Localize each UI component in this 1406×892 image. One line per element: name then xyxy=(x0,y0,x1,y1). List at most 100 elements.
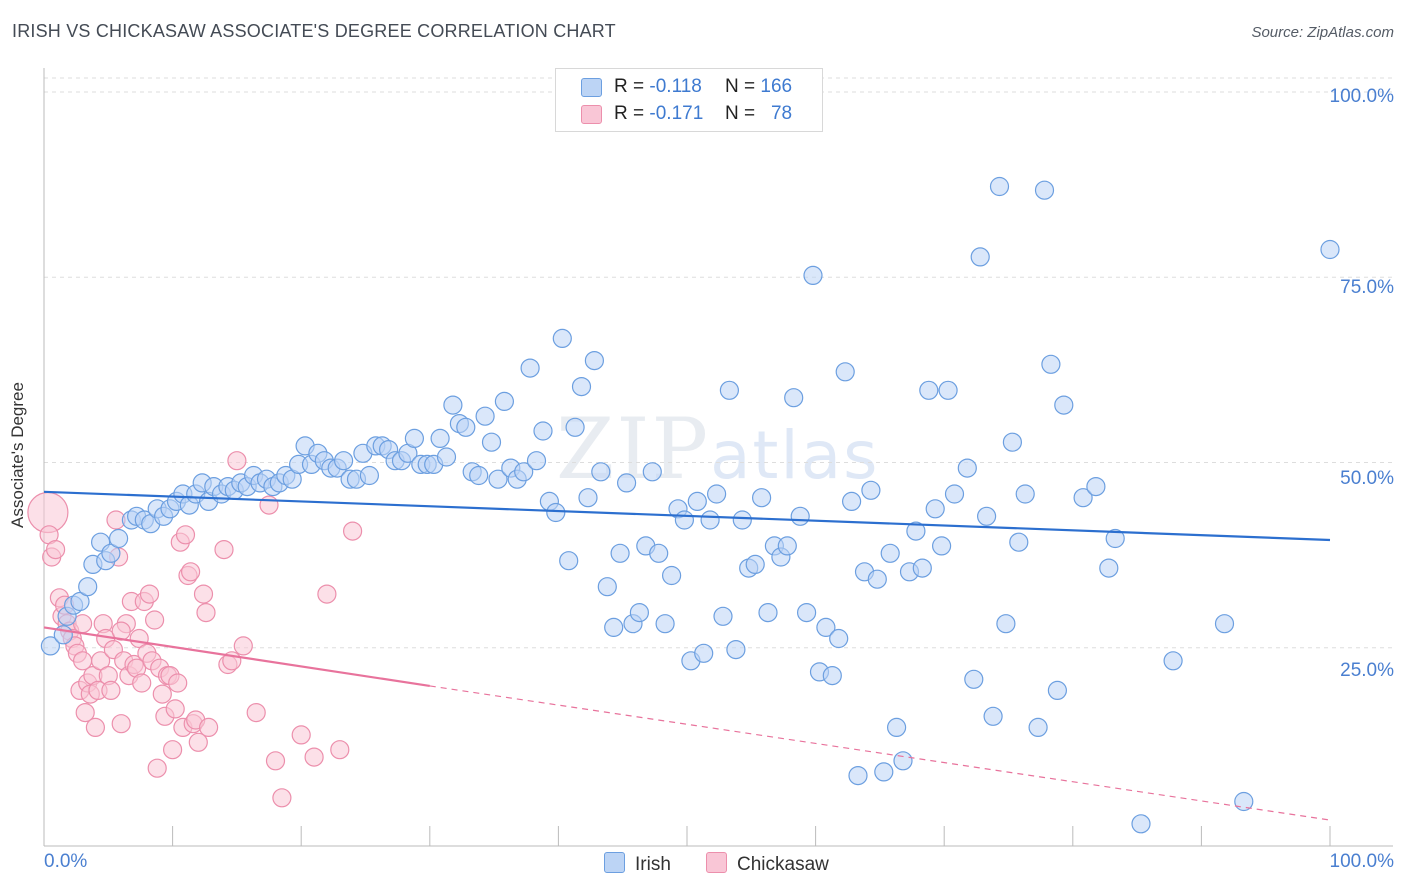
chickasaw-point xyxy=(139,584,160,604)
irish-point xyxy=(964,669,984,689)
irish-point xyxy=(494,391,514,411)
irish-point xyxy=(938,380,958,400)
chickasaw-point xyxy=(90,651,111,671)
irish-point xyxy=(893,751,913,771)
irish-point xyxy=(591,462,611,482)
irish-point xyxy=(578,488,598,508)
chickasaw-point xyxy=(272,788,292,808)
irish-point xyxy=(1131,814,1151,834)
chickasaw-n-label: N = xyxy=(725,103,756,124)
legend-item-chickasaw[interactable]: Chickasaw xyxy=(706,852,829,876)
irish-point xyxy=(835,362,855,382)
chickasaw-point xyxy=(265,751,286,771)
x-tick-label-max: 100.0% xyxy=(1329,851,1394,872)
irish-point xyxy=(886,717,907,738)
irish-point xyxy=(674,510,695,530)
irish-n-label: N = xyxy=(725,76,756,97)
chickasaw-point xyxy=(168,673,188,693)
irish-point xyxy=(616,473,637,493)
irish-point xyxy=(629,602,650,623)
irish-point xyxy=(70,591,90,612)
irish-point xyxy=(829,628,849,649)
irish-point xyxy=(1099,558,1119,578)
stats-legend: R = -0.118 N = 166 R = -0.171 N = 78 xyxy=(555,68,823,132)
irish-point xyxy=(520,358,540,378)
chickasaw-trend-line xyxy=(43,626,430,688)
irish-point xyxy=(726,639,746,660)
irish-point xyxy=(1047,680,1068,701)
irish-point xyxy=(359,465,379,486)
irish-point xyxy=(1105,528,1125,549)
chickasaw-point xyxy=(259,495,279,515)
chickasaw-point xyxy=(233,636,253,656)
irish-point xyxy=(1086,477,1106,497)
irish-point xyxy=(533,421,553,441)
trend-lines xyxy=(43,490,1331,821)
chickasaw-point xyxy=(317,584,337,604)
source-label: Source: ZipAtlas.com xyxy=(1251,24,1394,41)
irish-point xyxy=(880,543,900,563)
irish-point xyxy=(655,614,675,634)
irish-r-value: -0.118 xyxy=(649,76,702,97)
legend-item-irish[interactable]: Irish xyxy=(604,852,671,876)
irish-point xyxy=(469,465,489,486)
irish-point xyxy=(1002,432,1023,452)
irish-point xyxy=(970,247,990,267)
irish-legend-label: Irish xyxy=(635,854,671,875)
irish-point xyxy=(584,351,605,371)
chickasaw-point xyxy=(165,699,185,719)
irish-point xyxy=(751,488,772,508)
irish-point xyxy=(706,484,727,504)
irish-point xyxy=(1028,717,1048,738)
irish-r-label: R = xyxy=(614,76,645,97)
chickasaw-point xyxy=(343,521,363,541)
irish-point xyxy=(661,565,682,586)
irish-point xyxy=(976,506,997,526)
grid-lines xyxy=(44,77,1393,649)
irish-point xyxy=(777,536,797,556)
irish-point xyxy=(944,484,965,504)
irish-point xyxy=(404,428,424,448)
irish-point xyxy=(571,377,592,397)
chickasaw-point xyxy=(304,747,324,767)
irish-point xyxy=(475,406,495,426)
chickasaw-n: N = 78 xyxy=(725,103,792,125)
chickasaw-point xyxy=(246,702,266,723)
irish-legend-swatch xyxy=(604,852,625,873)
irish-point xyxy=(456,417,476,437)
chickasaw-point xyxy=(163,740,183,760)
irish-point xyxy=(906,521,926,541)
chickasaw-point xyxy=(193,584,214,604)
x-tick-label-min: 0.0% xyxy=(44,851,88,872)
irish-swatch xyxy=(581,78,602,97)
chickasaw-r-label: R = xyxy=(614,103,645,124)
irish-point xyxy=(996,614,1016,634)
irish-point xyxy=(874,762,894,782)
chickasaw-trend-extension xyxy=(429,685,1331,821)
irish-point xyxy=(1041,354,1061,374)
irish-point xyxy=(803,265,823,285)
chickasaw-point xyxy=(145,610,165,630)
chickasaw-point xyxy=(196,602,216,623)
irish-point xyxy=(1054,395,1074,415)
irish-trend-line xyxy=(43,490,1331,542)
irish-point xyxy=(758,602,778,623)
irish-point xyxy=(101,543,121,563)
irish-point xyxy=(790,506,810,526)
irish-point xyxy=(867,569,887,589)
irish-point xyxy=(565,417,585,437)
irish-point xyxy=(443,395,463,415)
chickasaw-point xyxy=(291,725,311,745)
irish-point xyxy=(610,543,630,563)
irish-point xyxy=(430,428,450,448)
chickasaw-points xyxy=(27,451,363,808)
chickasaw-point xyxy=(75,702,95,723)
chickasaw-point xyxy=(181,562,201,582)
irish-point xyxy=(687,491,707,511)
irish-point xyxy=(1015,484,1035,504)
irish-n: N = 166 xyxy=(725,76,792,98)
irish-point xyxy=(919,380,939,400)
irish-point xyxy=(957,458,977,478)
chickasaw-n-value: 78 xyxy=(770,103,793,124)
irish-point xyxy=(719,380,740,400)
